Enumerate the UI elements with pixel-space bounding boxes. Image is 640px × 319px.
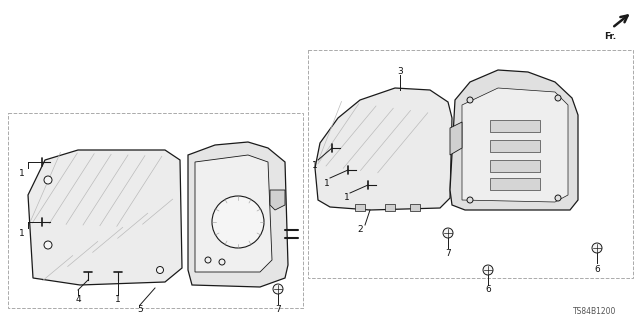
Circle shape	[555, 195, 561, 201]
Text: 7: 7	[275, 305, 281, 314]
Bar	[355, 204, 365, 211]
Text: 1: 1	[19, 168, 25, 177]
Circle shape	[205, 257, 211, 263]
Circle shape	[467, 197, 473, 203]
Bar	[410, 204, 420, 211]
Polygon shape	[195, 155, 272, 272]
Text: 3: 3	[397, 66, 403, 76]
Polygon shape	[270, 190, 285, 210]
Text: 1: 1	[344, 194, 350, 203]
Circle shape	[443, 228, 453, 238]
Text: 6: 6	[594, 264, 600, 273]
Circle shape	[592, 243, 602, 253]
Circle shape	[467, 97, 473, 103]
Text: 7: 7	[445, 249, 451, 258]
Text: 6: 6	[485, 286, 491, 294]
Text: 4: 4	[75, 294, 81, 303]
Polygon shape	[188, 142, 288, 287]
Bar	[490, 160, 540, 172]
Circle shape	[157, 266, 163, 273]
Circle shape	[483, 265, 493, 275]
Text: Fr.: Fr.	[604, 32, 616, 41]
Polygon shape	[450, 122, 462, 155]
Bar	[490, 178, 540, 190]
Text: 1: 1	[312, 160, 318, 169]
Circle shape	[273, 284, 283, 294]
Text: 2: 2	[357, 226, 363, 234]
Bar	[490, 140, 540, 152]
Polygon shape	[315, 88, 452, 210]
Bar	[490, 120, 540, 132]
Bar	[385, 204, 395, 211]
Text: 5: 5	[137, 305, 143, 314]
Polygon shape	[28, 150, 182, 285]
Circle shape	[44, 241, 52, 249]
Bar	[308, 50, 633, 278]
Polygon shape	[462, 88, 568, 202]
Text: 1: 1	[19, 228, 25, 238]
Circle shape	[44, 176, 52, 184]
Polygon shape	[450, 70, 578, 210]
Text: 1: 1	[324, 179, 330, 188]
Text: TS84B1200: TS84B1200	[573, 308, 617, 316]
Circle shape	[219, 259, 225, 265]
Bar	[8, 113, 303, 308]
Circle shape	[555, 95, 561, 101]
Circle shape	[212, 196, 264, 248]
Text: 1: 1	[115, 294, 121, 303]
